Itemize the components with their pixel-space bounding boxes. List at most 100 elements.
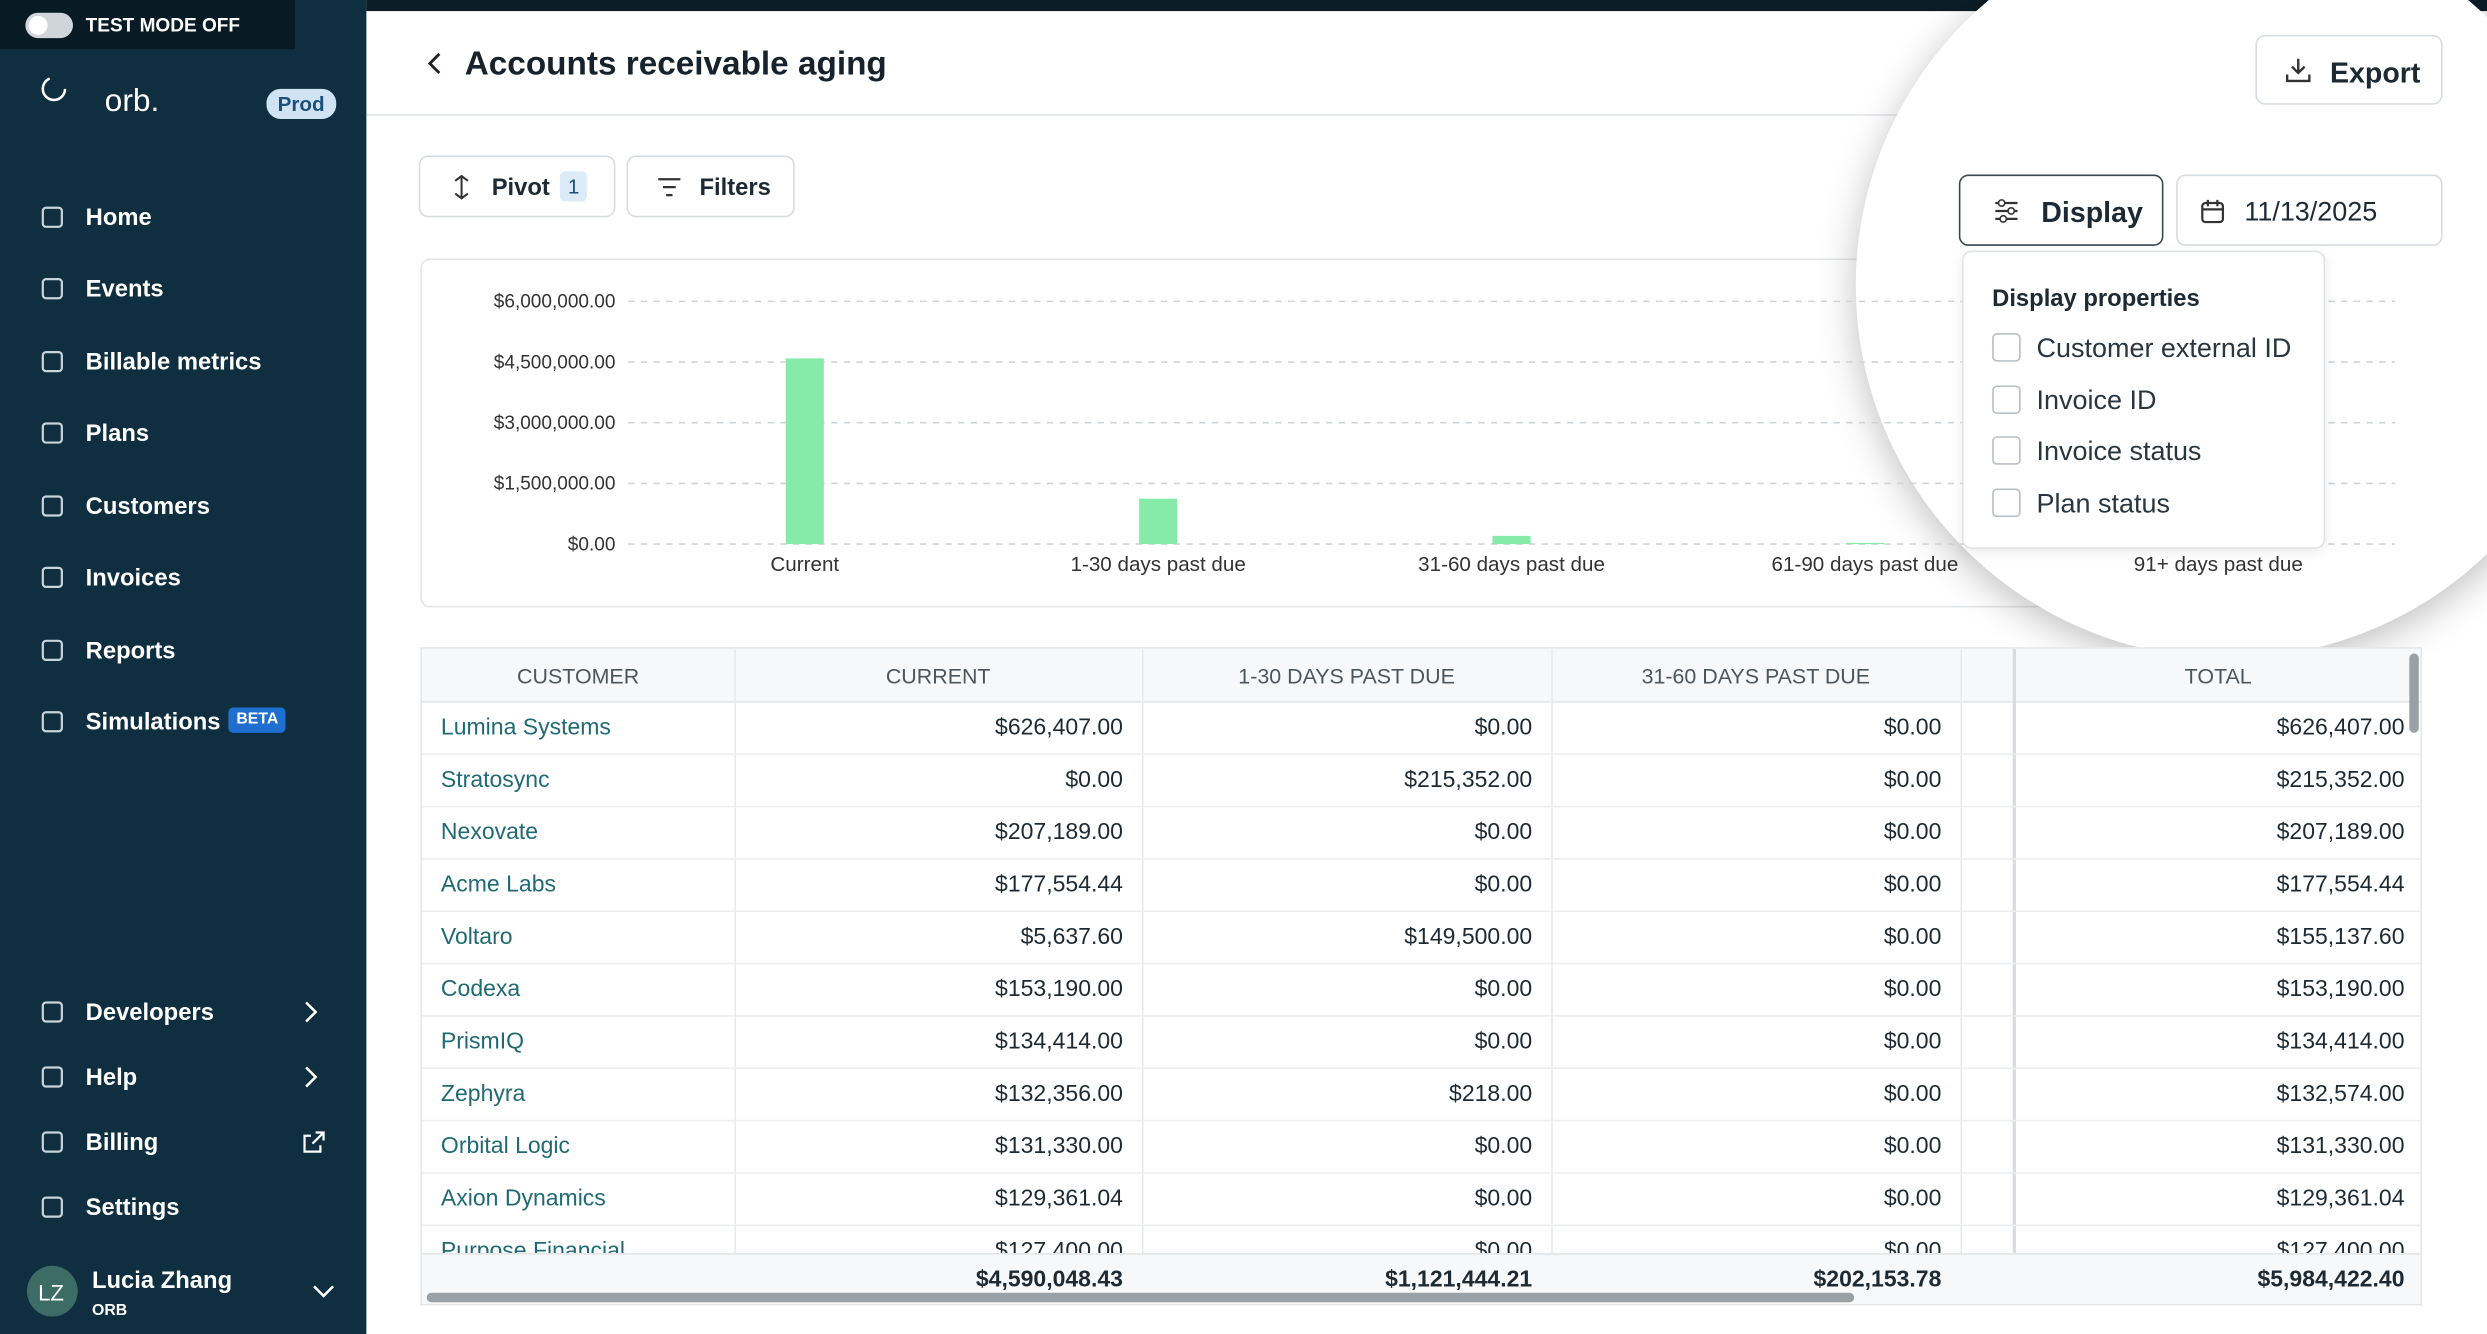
checkbox[interactable] bbox=[1992, 384, 2021, 414]
amount-cell: $129,361.04 bbox=[2276, 1186, 2405, 1212]
customer-link[interactable]: Lumina Systems bbox=[440, 715, 611, 741]
amount-cell: $626,407.00 bbox=[995, 715, 1123, 741]
nav-item[interactable]: Reports bbox=[16, 627, 351, 675]
nav-label: Billing bbox=[85, 1129, 159, 1157]
amount-cell: $131,330.00 bbox=[995, 1134, 1123, 1160]
filters-button[interactable]: Filters bbox=[626, 155, 795, 218]
nav-item[interactable]: Developers bbox=[16, 988, 351, 1036]
avatar-initials: LZ bbox=[38, 1280, 64, 1306]
y-tick-label: $0.00 bbox=[568, 534, 616, 555]
customer-link[interactable]: Orbital Logic bbox=[440, 1134, 571, 1160]
nav-item[interactable]: Events bbox=[16, 265, 351, 313]
customer-link[interactable]: Codexa bbox=[440, 977, 521, 1003]
nav-item[interactable]: Billable metrics bbox=[16, 338, 351, 386]
amount-cell: $218.00 bbox=[1449, 1081, 1533, 1108]
icon bbox=[2285, 58, 2311, 83]
nav-item[interactable]: Help bbox=[16, 1053, 351, 1101]
nav-item[interactable]: Plans bbox=[16, 409, 351, 457]
icon[interactable] bbox=[311, 1278, 336, 1303]
icon bbox=[41, 422, 63, 444]
customer-link[interactable]: PrismIQ bbox=[440, 1029, 524, 1055]
icon bbox=[41, 278, 63, 300]
amount-cell: $0.00 bbox=[1474, 820, 1533, 846]
option-label: Invoice ID bbox=[2036, 384, 2157, 416]
display-option[interactable]: Invoice ID bbox=[1979, 380, 2312, 421]
nav-item[interactable]: Billing bbox=[16, 1118, 351, 1166]
amount-cell: $0.00 bbox=[1883, 872, 1942, 898]
icon bbox=[41, 711, 63, 733]
amount-cell: $0.00 bbox=[1474, 977, 1533, 1003]
export-button[interactable]: Export bbox=[2255, 34, 2443, 105]
row-divider bbox=[421, 1119, 2421, 1122]
amount-cell: $0.00 bbox=[1883, 1029, 1942, 1055]
display-option[interactable]: Plan status bbox=[1979, 484, 2312, 525]
date-label: 11/13/2025 bbox=[2244, 196, 2378, 227]
nav-item[interactable]: Settings bbox=[16, 1183, 351, 1231]
header-divider bbox=[366, 114, 2487, 116]
nav-label: Simulations bbox=[85, 709, 221, 736]
amount-cell: $177,554.44 bbox=[2276, 872, 2405, 898]
nav-label: Events bbox=[85, 275, 164, 303]
user-org: ORB bbox=[91, 1302, 128, 1320]
nav-item[interactable]: Customers bbox=[16, 482, 351, 530]
bar bbox=[785, 358, 824, 545]
amount-cell: $177,554.44 bbox=[995, 872, 1123, 898]
checkbox[interactable] bbox=[1992, 488, 2021, 518]
customer-link[interactable]: Voltaro bbox=[440, 924, 513, 951]
amount-cell: $134,414.00 bbox=[2276, 1029, 2405, 1055]
total-cell: $5,984,422.40 bbox=[2257, 1267, 2405, 1293]
y-tick-label: $3,000,000.00 bbox=[494, 413, 616, 434]
brand-name: orb. bbox=[104, 84, 160, 119]
customer-link[interactable]: Nexovate bbox=[440, 820, 539, 846]
column-header: CURRENT bbox=[885, 664, 991, 689]
amount-cell: $0.00 bbox=[1883, 924, 1942, 951]
row-divider bbox=[421, 1224, 2421, 1227]
column-divider bbox=[1141, 648, 1144, 1304]
pivot-button[interactable]: Pivot 1 bbox=[418, 155, 616, 218]
column-divider bbox=[734, 648, 736, 1304]
icon bbox=[305, 1066, 318, 1088]
nav-label: Customers bbox=[85, 493, 210, 521]
checkbox[interactable] bbox=[1992, 436, 2021, 466]
nav-item[interactable]: Home bbox=[16, 194, 351, 242]
customer-link[interactable]: Acme Labs bbox=[440, 872, 557, 898]
display-option[interactable]: Customer external ID bbox=[1979, 328, 2312, 369]
user-name: Lucia Zhang bbox=[91, 1267, 233, 1295]
amount-cell: $153,190.00 bbox=[2276, 977, 2405, 1003]
customer-link[interactable]: Stratosync bbox=[440, 767, 550, 794]
checkbox[interactable] bbox=[1992, 333, 2021, 362]
pivot-label: Pivot bbox=[491, 174, 550, 202]
filters-label: Filters bbox=[699, 174, 771, 202]
nav-label: Billable metrics bbox=[85, 348, 262, 376]
nav-item[interactable]: Simulations BETA bbox=[16, 698, 351, 746]
display-option[interactable]: Invoice status bbox=[1979, 432, 2312, 473]
amount-cell: $215,352.00 bbox=[2276, 767, 2405, 794]
table-header bbox=[421, 648, 2421, 703]
total-cell: $202,153.78 bbox=[1813, 1267, 1942, 1293]
icon[interactable] bbox=[422, 51, 447, 76]
column-header: 1-30 DAYS PAST DUE bbox=[1238, 664, 1455, 689]
nav-label: Reports bbox=[85, 637, 176, 665]
horizontal-scrollbar[interactable] bbox=[426, 1292, 1855, 1303]
amount-cell: $0.00 bbox=[1474, 872, 1533, 898]
icon bbox=[41, 1001, 63, 1023]
x-tick-label: Current bbox=[770, 553, 839, 576]
icon bbox=[41, 495, 63, 517]
icon bbox=[1995, 199, 2018, 223]
vertical-scrollbar[interactable] bbox=[2409, 653, 2419, 733]
display-button[interactable]: Display bbox=[1958, 174, 2164, 246]
icon bbox=[41, 76, 67, 102]
option-label: Customer external ID bbox=[2036, 333, 2292, 364]
customer-link[interactable]: Axion Dynamics bbox=[440, 1186, 606, 1212]
bar bbox=[1492, 535, 1531, 545]
row-divider bbox=[421, 1172, 2421, 1174]
nav-item[interactable]: Invoices bbox=[16, 554, 351, 602]
amount-cell: $0.00 bbox=[1883, 715, 1942, 741]
row-divider bbox=[421, 858, 2421, 860]
test-mode-bar[interactable]: TEST MODE OFF bbox=[0, 0, 296, 50]
icon bbox=[41, 1196, 63, 1218]
date-picker[interactable]: 11/13/2025 bbox=[2176, 174, 2443, 246]
customer-link[interactable]: Zephyra bbox=[440, 1081, 526, 1108]
amount-cell: $0.00 bbox=[1474, 1134, 1533, 1160]
row-divider bbox=[421, 1067, 2421, 1070]
